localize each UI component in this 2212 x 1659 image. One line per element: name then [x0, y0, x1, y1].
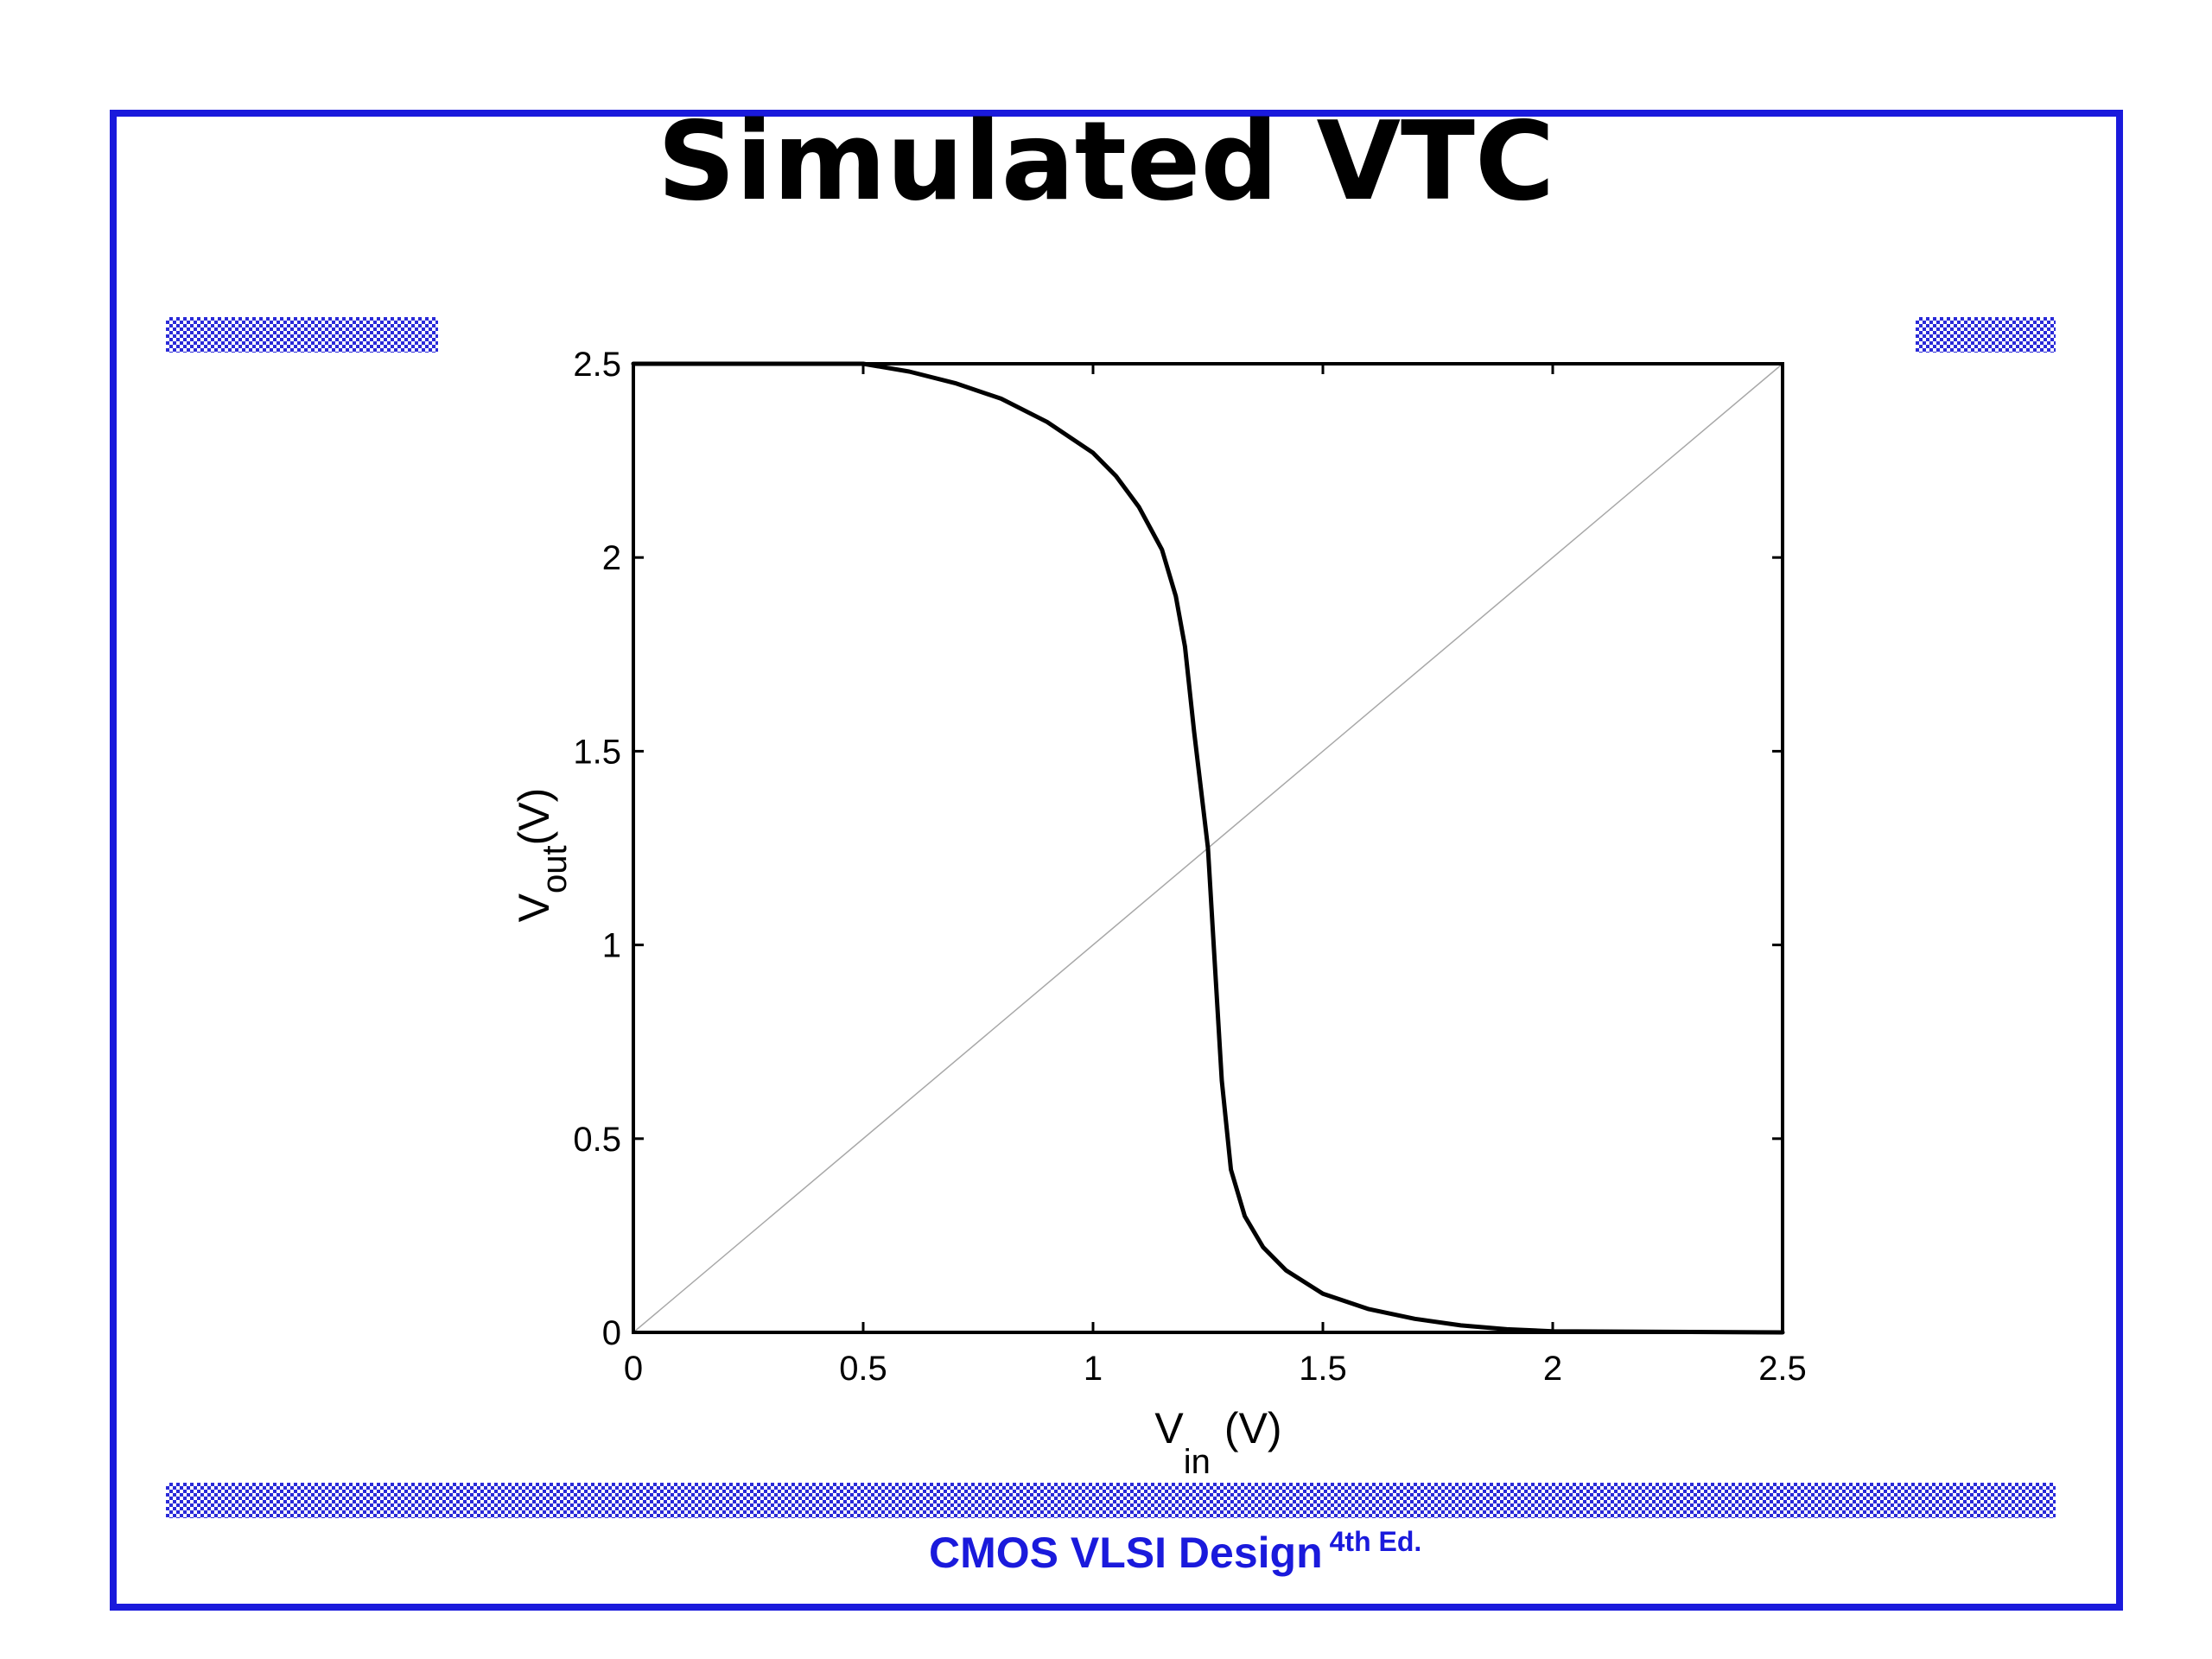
slide-title: Simulated VTC	[657, 98, 1555, 225]
y-tick-label: 1.5	[573, 733, 621, 771]
tick-marks	[632, 362, 1784, 1334]
slide-frame	[110, 110, 2123, 1611]
x-axis-label: Vin(V)	[1154, 1404, 1281, 1481]
y-axis-label: Vout(V)	[510, 788, 574, 923]
footer-edition: 4th Ed.	[1329, 1526, 1422, 1557]
y-tick-label: 1	[602, 927, 621, 965]
decorative-bar-top-right	[1916, 317, 2056, 353]
y-tick-labels: 0 0.5 1 1.5 2 2.5	[573, 346, 621, 1352]
vtc-curve-layer	[631, 361, 1785, 1335]
x-tick-labels: 0 0.5 1 1.5 2 2.5	[624, 1350, 1807, 1388]
plot-area-frame	[632, 362, 1784, 1334]
x-tick-label: 0	[624, 1350, 643, 1388]
decorative-bar-bottom	[166, 1483, 2056, 1518]
footer: CMOS VLSI Design 4th Ed.	[929, 1526, 1422, 1578]
y-tick-label: 0.5	[573, 1121, 621, 1159]
x-tick-label: 0.5	[839, 1350, 887, 1388]
x-tick-label: 2.5	[1758, 1350, 1807, 1388]
y-tick-label: 2.5	[573, 346, 621, 384]
x-tick-label: 1.5	[1299, 1350, 1347, 1388]
footer-title: CMOS VLSI Design	[929, 1529, 1323, 1577]
x-tick-label: 1	[1084, 1350, 1103, 1388]
y-tick-label: 2	[602, 539, 621, 577]
y-tick-label: 0	[602, 1314, 621, 1352]
vtc-curve	[631, 361, 1785, 1335]
decorative-bar-top-left	[166, 317, 438, 353]
x-tick-label: 2	[1543, 1350, 1562, 1388]
